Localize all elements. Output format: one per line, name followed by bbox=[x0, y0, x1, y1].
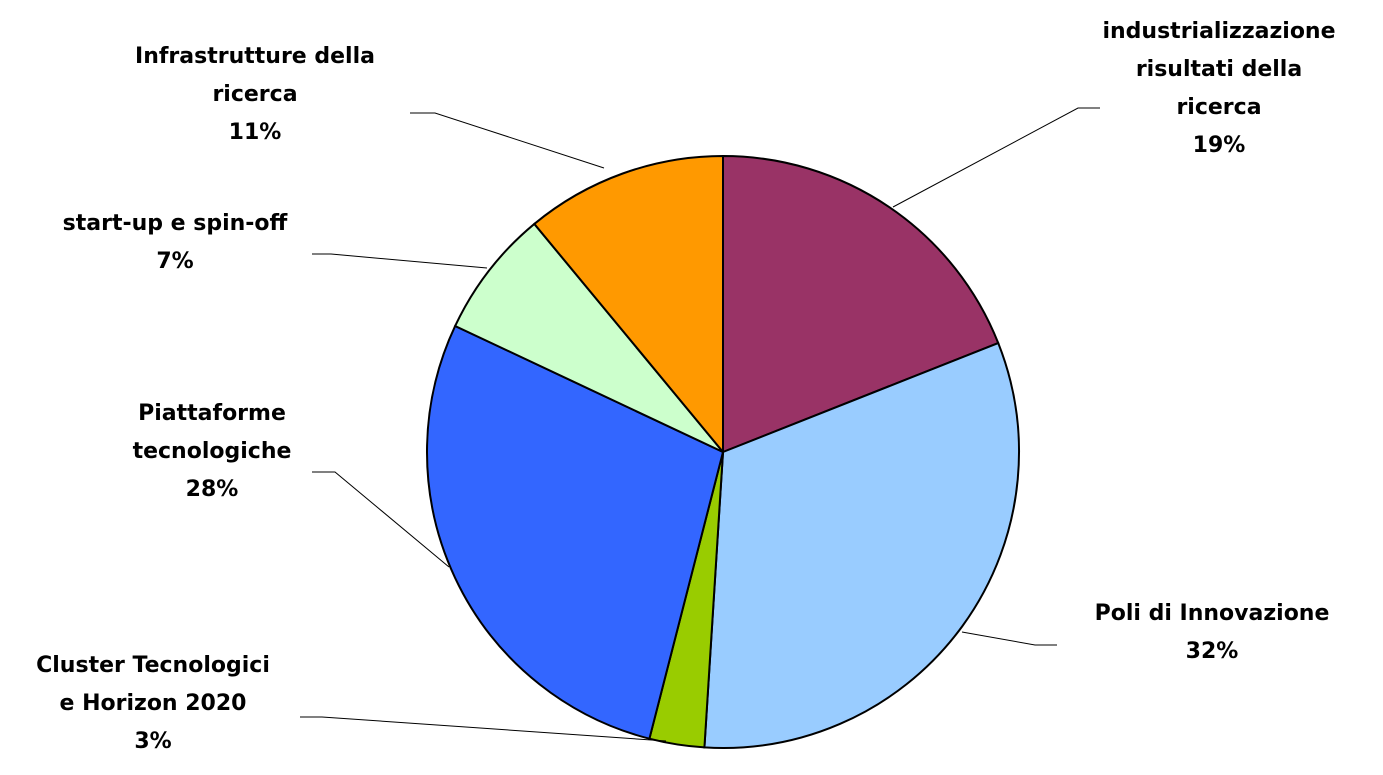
slice-name-label: industrializzazione bbox=[1102, 19, 1335, 44]
slice-name-label: start-up e spin-off bbox=[63, 211, 289, 236]
leader-line bbox=[312, 471, 450, 568]
slice-label: industrializzazione risultati della ricerc… bbox=[1102, 19, 1335, 158]
leader-line bbox=[300, 716, 667, 742]
slice-percent-label: 28% bbox=[186, 477, 239, 502]
slice-name-label: risultati della bbox=[1136, 57, 1302, 82]
slice-labels: industrializzazione risultati della ricerc… bbox=[36, 19, 1335, 754]
slice-percent-label: 11% bbox=[229, 120, 282, 145]
pie-slices bbox=[426, 154, 1020, 749]
slice-percent-label: 19% bbox=[1193, 133, 1246, 158]
leader-line bbox=[410, 112, 605, 169]
slice-name-label: ricerca bbox=[1176, 95, 1261, 120]
slice-label: Poli di Innovazione 32% bbox=[1095, 601, 1330, 664]
pie-slice bbox=[703, 341, 1020, 749]
slice-name-label: tecnologiche bbox=[133, 439, 292, 464]
pie-slice bbox=[532, 154, 724, 455]
leader-line bbox=[892, 107, 1100, 208]
slice-name-label: Piattaforme bbox=[138, 401, 286, 426]
slice-name-label: Infrastrutture della bbox=[135, 44, 375, 69]
slice-name-label: Cluster Tecnologici bbox=[36, 653, 270, 678]
leader-lines bbox=[300, 107, 1100, 742]
slice-name-label: ricerca bbox=[212, 82, 297, 107]
slice-name-label: e Horizon 2020 bbox=[60, 691, 247, 716]
slice-label: Piattaforme tecnologiche 28% bbox=[133, 401, 292, 502]
pie-slice bbox=[722, 154, 1000, 454]
slice-name-label: Poli di Innovazione bbox=[1095, 601, 1330, 626]
slice-percent-label: 3% bbox=[134, 729, 171, 754]
pie-slice bbox=[453, 222, 724, 453]
slice-label: Cluster Tecnologici e Horizon 2020 3% bbox=[36, 653, 270, 754]
pie-slice bbox=[426, 324, 725, 740]
slice-label: Infrastrutture della ricerca 11% bbox=[135, 44, 375, 145]
slice-percent-label: 32% bbox=[1186, 639, 1239, 664]
slice-label: start-up e spin-off 7% bbox=[63, 211, 289, 274]
leader-line bbox=[961, 631, 1057, 646]
leader-line bbox=[312, 253, 488, 269]
slice-percent-label: 7% bbox=[156, 249, 193, 274]
